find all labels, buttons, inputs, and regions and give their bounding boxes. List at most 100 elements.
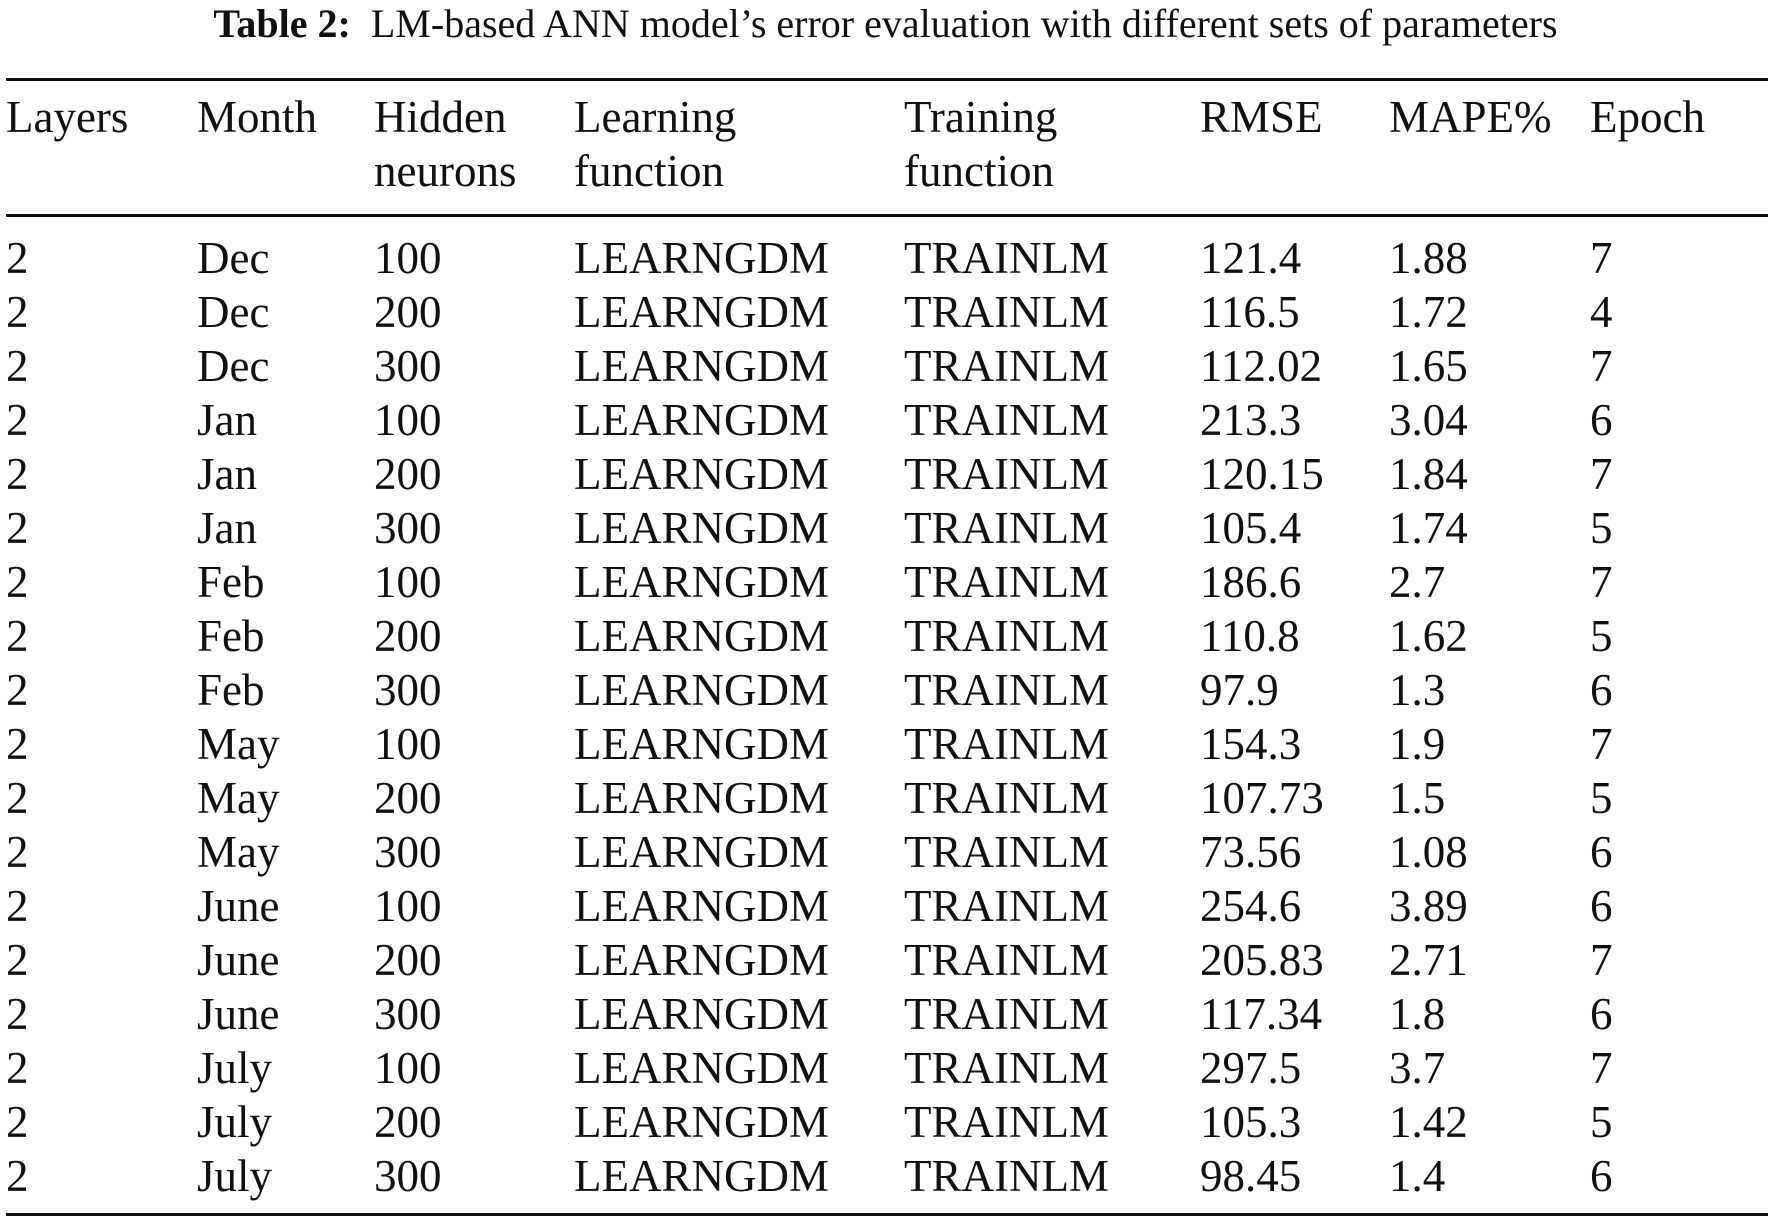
- cell-rmse: 105.4: [1200, 503, 1302, 553]
- cell-layers: 2: [6, 503, 29, 553]
- cell-month: Dec: [197, 341, 270, 391]
- cell-layers: 2: [6, 989, 29, 1039]
- cell-rmse: 116.5: [1200, 287, 1300, 337]
- cell-mape: 3.04: [1389, 395, 1468, 445]
- cell-rmse: 213.3: [1200, 395, 1302, 445]
- cell-month: May: [197, 827, 280, 877]
- cell-training-function: TRAINLM: [904, 449, 1109, 499]
- cell-learning-function: LEARNGDM: [574, 449, 829, 499]
- cell-rmse: 110.8: [1200, 611, 1300, 661]
- header-learning-function-line: function: [574, 146, 724, 196]
- cell-hidden-neurons: 300: [374, 503, 442, 553]
- cell-training-function: TRAINLM: [904, 1097, 1109, 1147]
- header-learning-function: Learning function: [574, 80, 904, 216]
- cell-learning-function: LEARNGDM: [574, 395, 829, 445]
- cell-learning-function: LEARNGDM: [574, 1151, 829, 1201]
- cell-epoch: 7: [1590, 449, 1613, 499]
- cell-month: Feb: [197, 611, 265, 661]
- cell-mape: 1.74: [1389, 503, 1468, 553]
- cell-training-function: TRAINLM: [904, 287, 1109, 337]
- cell-learning-function: LEARNGDM: [574, 557, 829, 607]
- cell-mape: 3.89: [1389, 881, 1468, 931]
- cell-rmse: 205.83: [1200, 935, 1324, 985]
- cell-layers: 2: [6, 935, 29, 985]
- header-rmse-line: RMSE: [1200, 92, 1323, 142]
- cell-learning-function: LEARNGDM: [574, 1097, 829, 1147]
- table-row: 2 Feb 300 LEARNGDM TRAINLM 97.9 1.3 6: [6, 663, 1768, 717]
- cell-month: July: [197, 1043, 273, 1093]
- header-mape-line: MAPE%: [1389, 92, 1552, 142]
- header-training-function: Training function: [904, 80, 1200, 216]
- cell-training-function: TRAINLM: [904, 503, 1109, 553]
- cell-rmse: 73.56: [1200, 827, 1302, 877]
- caption-text: LM-based ANN model’s error evaluation wi…: [370, 1, 1558, 46]
- cell-hidden-neurons: 200: [374, 773, 442, 823]
- header-layers-line: Layers: [6, 92, 129, 142]
- header-epoch: Epoch: [1590, 80, 1768, 216]
- cell-hidden-neurons: 300: [374, 341, 442, 391]
- cell-month: Feb: [197, 665, 265, 715]
- cell-mape: 1.84: [1389, 449, 1468, 499]
- cell-mape: 1.5: [1389, 773, 1446, 823]
- cell-mape: 1.9: [1389, 719, 1446, 769]
- cell-rmse: 112.02: [1200, 341, 1323, 391]
- header-training-function-line: function: [904, 146, 1054, 196]
- table-row: 2 June 200 LEARNGDM TRAINLM 205.83 2.71 7: [6, 933, 1768, 987]
- table-row: 2 May 100 LEARNGDM TRAINLM 154.3 1.9 7: [6, 717, 1768, 771]
- cell-hidden-neurons: 200: [374, 1097, 442, 1147]
- header-training-function-line: Training: [904, 92, 1058, 142]
- cell-training-function: TRAINLM: [904, 719, 1109, 769]
- cell-training-function: TRAINLM: [904, 881, 1109, 931]
- cell-rmse: 121.4: [1200, 233, 1302, 283]
- cell-rmse: 297.5: [1200, 1043, 1302, 1093]
- cell-learning-function: LEARNGDM: [574, 341, 829, 391]
- cell-epoch: 6: [1590, 1151, 1613, 1201]
- cell-training-function: TRAINLM: [904, 611, 1109, 661]
- table-row: 2 May 300 LEARNGDM TRAINLM 73.56 1.08 6: [6, 825, 1768, 879]
- cell-epoch: 6: [1590, 881, 1613, 931]
- cell-mape: 2.71: [1389, 935, 1468, 985]
- cell-rmse: 254.6: [1200, 881, 1302, 931]
- cell-epoch: 7: [1590, 935, 1613, 985]
- cell-month: Jan: [197, 449, 257, 499]
- cell-month: May: [197, 719, 280, 769]
- cell-epoch: 7: [1590, 341, 1613, 391]
- cell-learning-function: LEARNGDM: [574, 989, 829, 1039]
- cell-layers: 2: [6, 287, 29, 337]
- cell-epoch: 5: [1590, 503, 1613, 553]
- cell-month: July: [197, 1097, 273, 1147]
- cell-mape: 1.8: [1389, 989, 1446, 1039]
- cell-epoch: 7: [1590, 233, 1613, 283]
- cell-epoch: 5: [1590, 1097, 1613, 1147]
- cell-training-function: TRAINLM: [904, 827, 1109, 877]
- cell-hidden-neurons: 100: [374, 1043, 442, 1093]
- table-header: Layers Month Hidden neurons Learning function…: [6, 79, 1768, 216]
- cell-learning-function: LEARNGDM: [574, 935, 829, 985]
- cell-rmse: 107.73: [1200, 773, 1324, 823]
- cell-mape: 1.4: [1389, 1151, 1446, 1201]
- cell-learning-function: LEARNGDM: [574, 611, 829, 661]
- table-row: 2 Jan 200 LEARNGDM TRAINLM 120.15 1.84 7: [6, 447, 1768, 501]
- cell-hidden-neurons: 200: [374, 449, 442, 499]
- cell-rmse: 97.9: [1200, 665, 1279, 715]
- table-row: 2 July 100 LEARNGDM TRAINLM 297.5 3.7 7: [6, 1041, 1768, 1095]
- cell-layers: 2: [6, 1043, 29, 1093]
- cell-epoch: 7: [1590, 557, 1613, 607]
- table-row: 2 Dec 200 LEARNGDM TRAINLM 116.5 1.72 4: [6, 285, 1768, 339]
- cell-hidden-neurons: 300: [374, 989, 442, 1039]
- cell-training-function: TRAINLM: [904, 935, 1109, 985]
- header-mape: MAPE%: [1389, 80, 1590, 216]
- header-hidden-neurons: Hidden neurons: [374, 80, 574, 216]
- cell-rmse: 186.6: [1200, 557, 1302, 607]
- cell-learning-function: LEARNGDM: [574, 665, 829, 715]
- table-row: 2 Jan 100 LEARNGDM TRAINLM 213.3 3.04 6: [6, 393, 1768, 447]
- cell-training-function: TRAINLM: [904, 1151, 1109, 1201]
- cell-epoch: 6: [1590, 395, 1613, 445]
- table-row: 2 July 200 LEARNGDM TRAINLM 105.3 1.42 5: [6, 1095, 1768, 1149]
- cell-layers: 2: [6, 233, 29, 283]
- cell-layers: 2: [6, 719, 29, 769]
- cell-mape: 1.72: [1389, 287, 1468, 337]
- table-body: 2 Dec 100 LEARNGDM TRAINLM 121.4 1.88 7 2 Dec 200 L…: [6, 216, 1768, 1215]
- cell-layers: 2: [6, 557, 29, 607]
- cell-training-function: TRAINLM: [904, 233, 1109, 283]
